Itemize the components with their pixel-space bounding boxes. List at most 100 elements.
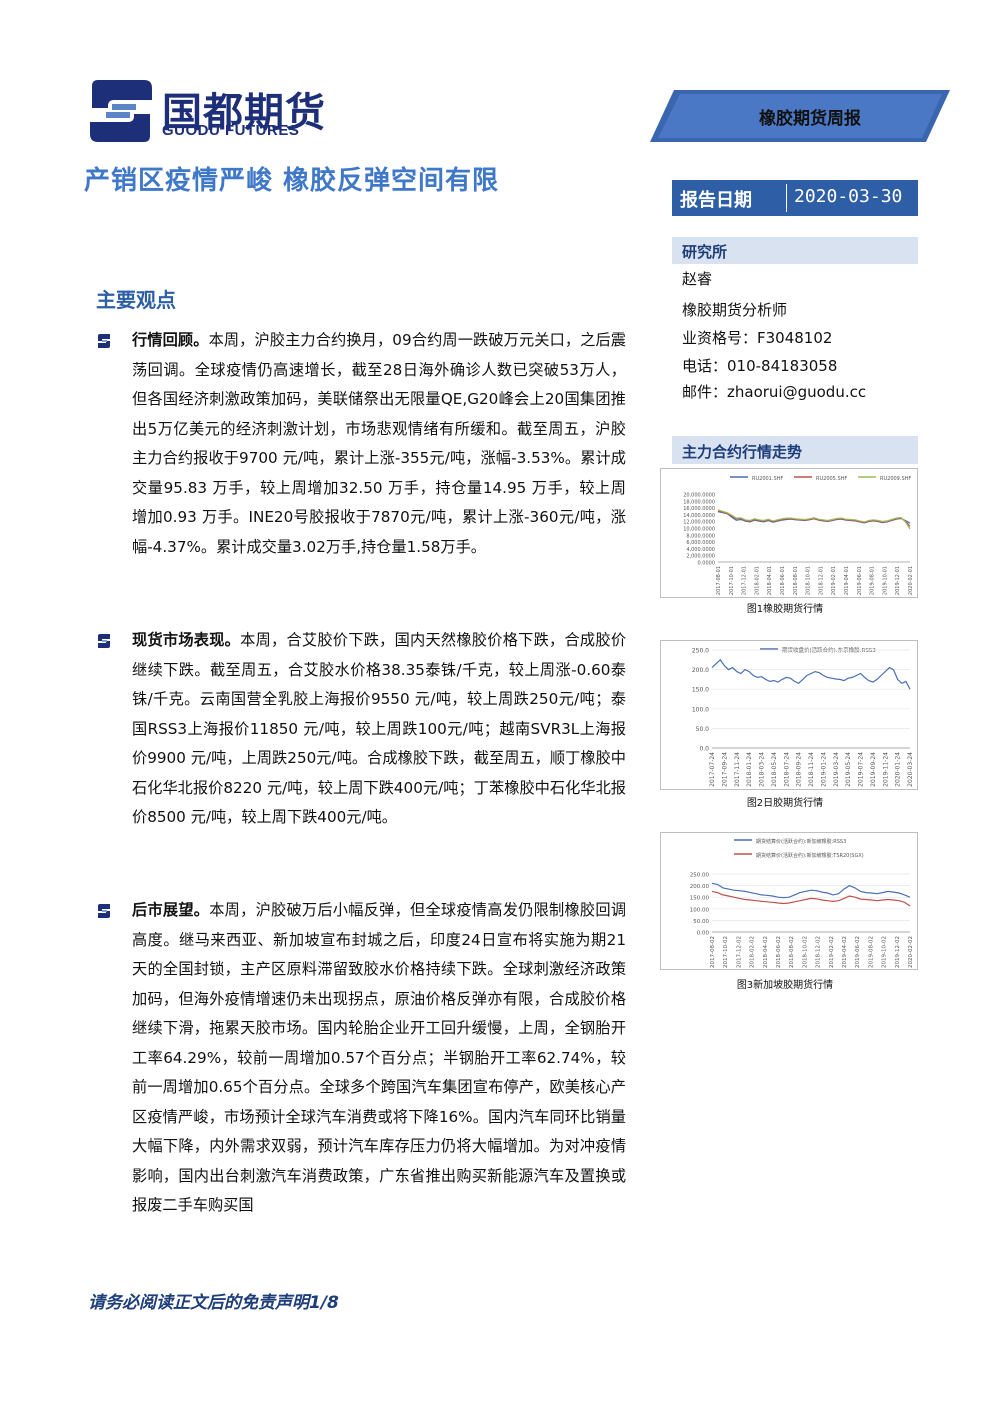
bullet-icon bbox=[98, 334, 110, 348]
legend-label: RU2009.SHF bbox=[880, 476, 911, 482]
y-tick-label: 10,000.0000 bbox=[683, 527, 715, 533]
y-tick-label: 150.00 bbox=[690, 896, 710, 902]
y-tick-label: 12,000.0000 bbox=[683, 520, 715, 526]
point-lead: 现货市场表现。 bbox=[132, 631, 241, 649]
x-tick-label: 2018-03-24 bbox=[759, 752, 766, 787]
report-date-box bbox=[672, 180, 918, 216]
x-tick-label: 2018-12-02 bbox=[816, 936, 822, 968]
y-tick-label: 2,000.0000 bbox=[686, 554, 715, 560]
chart-caption: 图1橡胶期货行情 bbox=[746, 604, 824, 615]
x-tick-label: 2019-01-24 bbox=[820, 752, 827, 787]
report-date-value: 2020-03-30 bbox=[794, 186, 903, 207]
y-tick-label: 50.0 bbox=[696, 726, 710, 733]
y-tick-label: 0.00 bbox=[697, 931, 710, 937]
analyst-phone: 电话：010-84183058 bbox=[682, 357, 838, 375]
legend-label: RU2005.SHF bbox=[816, 476, 847, 482]
report-date-divider bbox=[786, 184, 787, 212]
x-tick-label: 2018-08-02 bbox=[789, 936, 795, 968]
point-text: 本周，沪胶主力合约换月，09合约周一跌破万元关口，之后震荡回调。全球疫情仍高速增… bbox=[132, 331, 626, 556]
main-points-heading: 主要观点 bbox=[96, 288, 176, 312]
x-tick-label: 2018-10-01 bbox=[806, 566, 812, 595]
x-tick-label: 2018-11-24 bbox=[808, 752, 815, 787]
x-tick-label: 2020-02-01 bbox=[908, 566, 914, 595]
legend-label: 期货结算价(活跃合约):新加坡橡胶:TSR20(SGX) bbox=[756, 852, 864, 859]
x-tick-label: 2019-08-02 bbox=[868, 936, 874, 968]
x-tick-label: 2019-12-01 bbox=[895, 566, 901, 595]
x-tick-label: 2019-09-24 bbox=[870, 752, 877, 787]
chart-caption: 图3新加坡胶期货行情 bbox=[736, 980, 834, 991]
chart-shfe-rubber: RU2001.SHF RU2005.SHF RU2009.SHF 20,000.000… bbox=[660, 468, 918, 598]
x-tick-label: 2020-01-24 bbox=[895, 752, 902, 787]
y-tick-label: 100.0 bbox=[692, 706, 709, 713]
report-type-label: 橡胶期货周报 bbox=[759, 109, 861, 129]
x-tick-label: 2019-02-01 bbox=[831, 566, 837, 595]
chart-frame bbox=[660, 640, 918, 790]
x-tick-label: 2019-06-01 bbox=[857, 566, 863, 595]
series-line bbox=[717, 510, 911, 527]
x-tick-label: 2018-12-01 bbox=[818, 566, 824, 595]
y-tick-label: 18,000.0000 bbox=[683, 499, 715, 505]
x-tick-label: 2019-05-24 bbox=[845, 752, 852, 787]
x-tick-label: 2018-06-02 bbox=[776, 936, 782, 968]
chart-caption: 图2日胶期货行情 bbox=[746, 798, 824, 809]
y-tick-label: 200.0 bbox=[692, 667, 709, 674]
x-tick-label: 2019-11-24 bbox=[882, 752, 889, 787]
x-tick-label: 2020-02-02 bbox=[908, 936, 914, 968]
y-tick-label: 250.00 bbox=[690, 873, 710, 879]
trend-heading-band bbox=[672, 436, 918, 464]
x-tick-label: 2017-11-24 bbox=[734, 752, 741, 787]
point-outlook: 后市展望。本周，沪胶破万后小幅反弹，但全球疫情高发仍限制橡胶回调高度。继马来西亚… bbox=[96, 896, 626, 1221]
y-tick-label: 14,000.0000 bbox=[683, 513, 715, 519]
point-lead: 后市展望。 bbox=[132, 901, 210, 919]
x-tick-label: 2019-04-01 bbox=[844, 566, 850, 595]
x-tick-label: 2018-04-01 bbox=[767, 566, 773, 595]
y-tick-label: 0.0 bbox=[699, 746, 709, 753]
y-tick-label: 20,000.0000 bbox=[683, 493, 715, 499]
x-tick-label: 2017-10-02 bbox=[723, 936, 729, 968]
chart-tocom-rubber: 期货收盘价(活跃合约):东京橡胶:RSS3250.0200.0150.0100.… bbox=[660, 640, 918, 790]
x-tick-label: 2018-09-24 bbox=[796, 752, 803, 787]
point-market-review: 行情回顾。本周，沪胶主力合约换月，09合约周一跌破万元关口，之后震荡回调。全球疫… bbox=[96, 326, 626, 562]
x-tick-label: 2019-06-02 bbox=[855, 936, 861, 968]
y-tick-label: 8,000.0000 bbox=[686, 533, 715, 539]
logo-chinese-name: 国都期货 bbox=[162, 90, 326, 136]
chart-sgx-rubber: 期货结算价(活跃合约):新加坡橡胶:RSS3 期货结算价(活跃合约):新加坡橡胶:… bbox=[660, 832, 918, 970]
point-spot-market: 现货市场表现。本周，合艾胶价下跌，国内天然橡胶价格下跌，合成胶价继续下跌。截至周… bbox=[96, 626, 626, 833]
y-tick-label: 4,000.0000 bbox=[686, 547, 715, 553]
x-tick-label: 2017-08-01 bbox=[716, 566, 722, 595]
x-tick-label: 2019-10-02 bbox=[882, 936, 888, 968]
x-tick-label: 2018-02-02 bbox=[750, 936, 756, 968]
y-tick-label: 0.0000 bbox=[698, 561, 716, 567]
x-tick-label: 2017-12-02 bbox=[736, 936, 742, 968]
x-tick-label: 2019-03-24 bbox=[833, 752, 840, 787]
x-tick-label: 2017-10-01 bbox=[729, 566, 735, 595]
x-tick-label: 2019-04-02 bbox=[842, 936, 848, 968]
x-tick-label: 2019-10-01 bbox=[882, 566, 888, 595]
x-tick-label: 2019-12-02 bbox=[895, 936, 901, 968]
page-title: 产销区疫情严峻 橡胶反弹空间有限 bbox=[84, 166, 500, 196]
bullet-icon bbox=[98, 634, 110, 648]
point-text: 本周，合艾胶价下跌，国内天然橡胶价格下跌，合成胶价继续下跌。截至周五，合艾胶水价… bbox=[132, 631, 627, 826]
trend-heading: 主力合约行情走势 bbox=[682, 443, 803, 461]
x-tick-label: 2019-07-24 bbox=[858, 752, 865, 787]
point-text: 本周，沪胶破万后小幅反弹，但全球疫情高发仍限制橡胶回调高度。继马来西亚、新加坡宣… bbox=[132, 901, 627, 1214]
bullet-icon bbox=[98, 904, 110, 918]
chart-frame bbox=[660, 468, 918, 598]
analyst-name: 赵睿 bbox=[682, 270, 713, 288]
y-tick-label: 16,000.0000 bbox=[683, 506, 715, 512]
x-tick-label: 2017-12-01 bbox=[742, 566, 748, 595]
guodu-logo-mark bbox=[90, 80, 152, 142]
point-lead: 行情回顾。 bbox=[132, 331, 209, 349]
series-line bbox=[717, 509, 911, 530]
x-tick-label: 2018-05-24 bbox=[771, 752, 778, 787]
legend-label: 期货结算价(活跃合约):新加坡橡胶:RSS3 bbox=[756, 838, 846, 845]
report-date-label: 报告日期 bbox=[680, 190, 752, 211]
y-tick-label: 200.00 bbox=[690, 884, 710, 890]
x-tick-label: 2017-08-02 bbox=[710, 936, 716, 968]
x-tick-label: 2018-08-01 bbox=[793, 566, 799, 595]
report-type-banner bbox=[650, 90, 950, 142]
series-line bbox=[711, 658, 911, 690]
series-line bbox=[711, 890, 911, 907]
analyst-license: 业资格号：F3048102 bbox=[682, 329, 833, 347]
x-tick-label: 2018-02-01 bbox=[754, 566, 760, 595]
